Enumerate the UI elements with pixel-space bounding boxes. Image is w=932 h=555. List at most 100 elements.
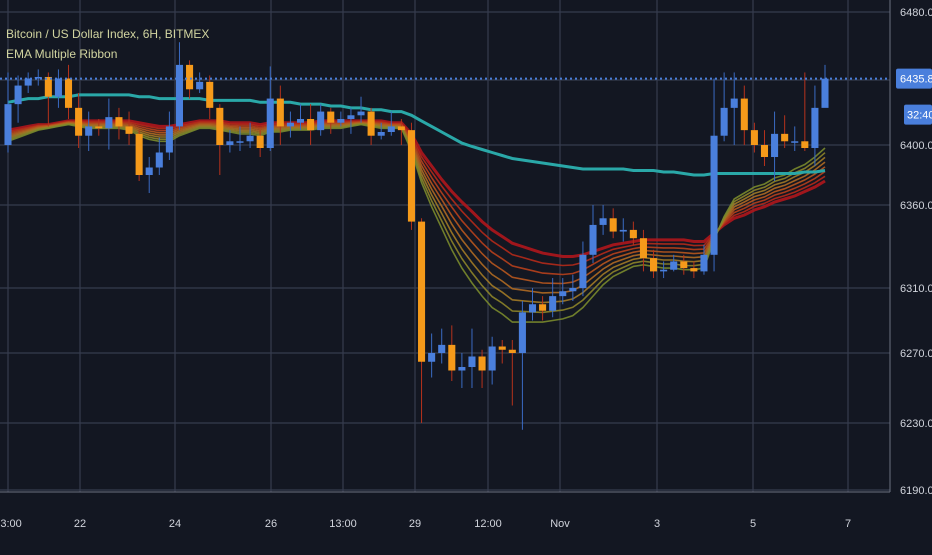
price-axis-panel xyxy=(890,0,932,550)
candle-body-79 xyxy=(801,141,809,148)
ema-ribbon-line-4 xyxy=(7,122,826,294)
candle-body-44 xyxy=(448,344,456,371)
candle-body-52 xyxy=(528,304,537,313)
candle-body-67 xyxy=(680,261,688,269)
candle-body-28 xyxy=(286,122,294,127)
candle-body-12 xyxy=(125,126,133,134)
x-tick-label-6: 12:00 xyxy=(474,518,502,530)
candle-body-8 xyxy=(85,126,93,136)
candle-body-19 xyxy=(196,81,204,90)
candle-body-62 xyxy=(629,229,637,239)
candle-body-77 xyxy=(781,133,789,142)
candle-body-15 xyxy=(155,152,163,168)
candle-body-3 xyxy=(34,76,42,79)
candle-body-27 xyxy=(276,98,284,127)
y-tick-label-2: 6400.00 xyxy=(900,140,932,152)
candle-body-10 xyxy=(105,117,113,129)
x-tick-label-3: 26 xyxy=(265,518,277,530)
candle-body-76 xyxy=(771,133,779,157)
candle-body-7 xyxy=(75,107,83,136)
ema-ribbon xyxy=(7,93,826,323)
ema-ribbon-line-3 xyxy=(7,121,826,285)
candle-body-35 xyxy=(357,111,365,116)
candles xyxy=(0,42,890,430)
candle-body-32 xyxy=(327,111,335,123)
x-tick-label-2: 24 xyxy=(169,518,181,530)
candle-body-17 xyxy=(175,64,183,127)
candle-body-60 xyxy=(609,218,617,232)
candle-body-0 xyxy=(4,104,12,145)
candle-body-18 xyxy=(186,64,194,90)
ema-ribbon-line-1 xyxy=(7,120,826,267)
candle-body-56 xyxy=(569,288,577,292)
candle-body-51 xyxy=(518,312,526,353)
candle-body-53 xyxy=(539,304,547,311)
candle-body-50 xyxy=(508,349,516,353)
candle-body-39 xyxy=(397,126,405,131)
candle-body-13 xyxy=(135,133,143,175)
ema-ribbon-line-5 xyxy=(7,122,826,304)
candle-body-33 xyxy=(337,119,345,123)
candle-body-11 xyxy=(115,117,123,127)
indicator-title: EMA Multiple Ribbon xyxy=(6,47,118,61)
y-tick-label-6: 6230.00 xyxy=(900,418,932,430)
x-tick-label-5: 29 xyxy=(409,518,421,530)
candle-body-72 xyxy=(730,98,738,108)
x-tick-label-7: Nov xyxy=(550,518,570,530)
candle-body-68 xyxy=(690,268,698,272)
ema-ribbon-line-6 xyxy=(7,123,826,314)
candle-body-41 xyxy=(418,221,426,362)
last-price-badge xyxy=(896,68,932,89)
candle-body-29 xyxy=(296,119,305,123)
candle-body-16 xyxy=(165,126,173,153)
candle-body-78 xyxy=(791,141,799,143)
candle-body-36 xyxy=(367,111,375,136)
candle-body-55 xyxy=(559,291,567,297)
x-tick-label-8: 3 xyxy=(654,518,660,530)
candle-body-59 xyxy=(599,218,607,225)
candle-body-38 xyxy=(387,126,395,132)
candle-body-4 xyxy=(44,76,52,97)
symbol-title: Bitcoin / US Dollar Index, 6H, BITMEX xyxy=(6,27,210,41)
y-tick-label-4: 6310.00 xyxy=(900,283,932,295)
ema-long-line xyxy=(7,93,826,177)
candle-body-20 xyxy=(206,81,214,108)
candle-body-64 xyxy=(650,258,658,272)
candle-body-23 xyxy=(236,141,244,143)
candle-body-26 xyxy=(266,98,274,148)
y-tick-label-0: 6480.00 xyxy=(900,7,932,19)
candle-body-80 xyxy=(811,107,819,148)
countdown-badge xyxy=(904,104,932,125)
candle-body-43 xyxy=(438,344,446,353)
candle-body-58 xyxy=(589,224,597,255)
ema-ribbon-line-7 xyxy=(7,123,826,323)
candle-body-9 xyxy=(95,126,103,129)
candle-body-24 xyxy=(246,135,254,142)
candle-body-22 xyxy=(226,141,234,145)
candle-body-48 xyxy=(488,346,496,371)
candle-body-40 xyxy=(407,130,415,222)
candle-body-65 xyxy=(660,269,668,272)
candle-body-81 xyxy=(821,78,829,108)
candle-body-63 xyxy=(639,238,647,259)
candle-body-69 xyxy=(700,254,708,272)
candle-body-47 xyxy=(478,356,486,371)
countdown-label: 32:40 xyxy=(907,110,932,122)
ema-ribbon-line-2 xyxy=(7,121,826,276)
candle-body-46 xyxy=(468,356,476,367)
candle-body-37 xyxy=(377,132,385,136)
candle-body-31 xyxy=(317,111,325,131)
candle-body-66 xyxy=(670,261,678,270)
candle-body-70 xyxy=(710,135,718,255)
candle-body-49 xyxy=(498,346,506,350)
x-tick-label-9: 5 xyxy=(750,518,756,530)
candle-body-73 xyxy=(740,98,748,131)
x-tick-label-1: 22 xyxy=(74,518,86,530)
candle-body-54 xyxy=(549,296,557,311)
candle-body-1 xyxy=(14,85,22,105)
candle-body-5 xyxy=(54,78,62,97)
candle-body-42 xyxy=(428,353,436,362)
